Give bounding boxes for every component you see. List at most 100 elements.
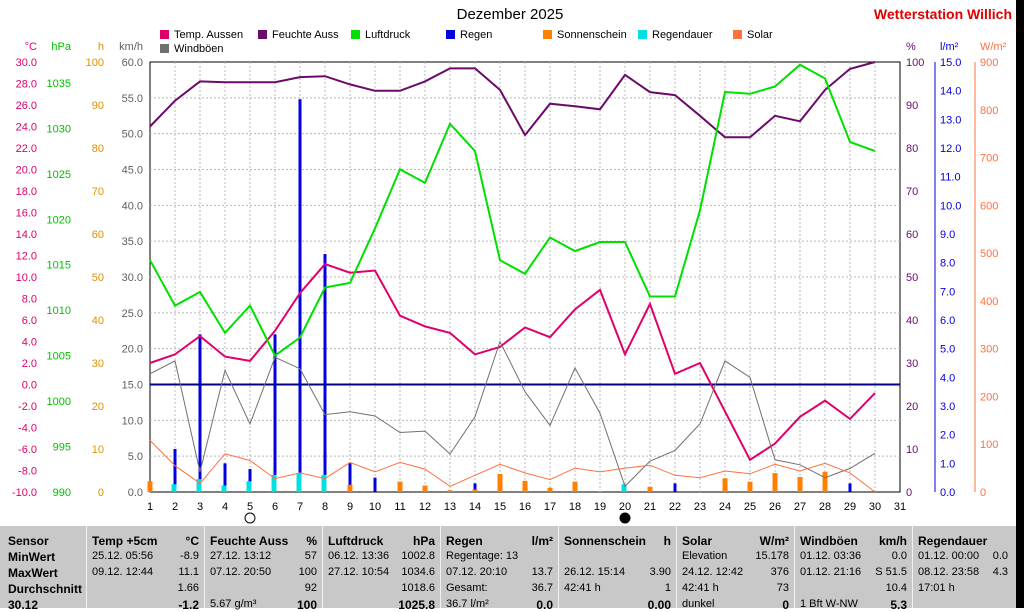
table-cell-value: 36.7 [531,582,553,594]
wind-tick-label: 0.0 [128,487,143,499]
rain-tick-label: 4.0 [940,372,955,384]
solar-tick-label: 600 [980,200,998,212]
table-cell-value: 1002.8 [401,550,435,562]
bar-sonnenschein [772,473,778,492]
wind-tick-label: 15.0 [122,380,143,392]
wind-tick-label: 5.0 [128,451,143,463]
bar-regen [323,254,327,492]
rain-tick-label: 11.0 [940,172,961,184]
table-cell-info: 27.12. 10:54 [328,566,390,578]
table-cell-info: 06.12. 13:36 [328,550,390,562]
wind-tick-label: 55.0 [122,93,143,105]
temp-tick-label: 22.0 [16,143,37,155]
rain-tick-label: 9.0 [940,229,955,241]
legend-label: Regen [460,29,492,41]
bar-sonnenschein [447,490,453,492]
temp-tick-label: 18.0 [16,186,37,198]
solar-tick-label: 500 [980,248,998,260]
legend-swatch [351,30,360,39]
rain-tick-label: 10.0 [940,200,961,212]
table-footer-value: 1025.8 [398,598,435,612]
bar-sonnenschein [797,476,803,492]
table-header-unit: h [663,534,671,548]
table-cell-value: 376 [770,566,789,578]
chart-title: Dezember 2025 [456,6,564,23]
wind-tick-label: 20.0 [122,344,143,356]
humidity-tick-label: 70 [906,186,918,198]
bar-regen [223,463,227,492]
weather-chart: 1 2 3 4 5 6 7 8 9 10 11 12 13 14 15 16 17 18 19 20 21 22 23 24 2… [12,29,1007,524]
wind-tick-label: 45.0 [122,165,143,177]
x-tick-label: 9 [347,501,353,513]
table-cell-info: 01.12. 00:00 [918,550,980,562]
table-cell-info: 25.12. 05:56 [92,550,154,562]
legend-swatch [160,44,169,53]
table-cell-info: 42:41 h [682,582,719,594]
table-cell-info: 07.12. 20:10 [446,566,508,578]
temp-tick-label: 10.0 [16,272,37,284]
bar-sonnenschein [597,491,603,492]
humidity-tick-label: 30 [906,358,918,370]
hours-tick-label: 40 [92,315,104,327]
pressure-axis-unit: hPa [51,41,71,53]
table-header-unit: % [306,534,317,548]
bar-regendauer [246,481,252,492]
temp-tick-label: 0.0 [22,380,37,392]
table-cell-value: 4.3 [992,566,1008,578]
hours-tick-label: 20 [92,401,104,413]
hours-tick-label: 80 [92,143,104,155]
table-column-separator [204,526,205,608]
x-tick-label: 22 [669,501,681,513]
solar-tick-label: 200 [980,391,998,403]
table-footer-value: 0 [782,598,789,612]
x-tick-label: 4 [222,501,228,513]
hours-tick-label: 60 [92,229,104,241]
bar-sonnenschein [472,489,478,492]
x-tick-label: 16 [519,501,531,513]
temp-tick-label: 14.0 [16,229,37,241]
table-footer-value: 100 [296,598,317,612]
bar-sonnenschein [422,485,428,492]
pressure-tick-label: 990 [53,487,71,499]
table-cell-value: 1.66 [177,582,199,594]
pressure-tick-label: 1020 [47,214,71,226]
hours-tick-label: 70 [92,186,104,198]
humidity-tick-label: 100 [906,57,924,69]
table-cell-value: 73 [776,582,789,594]
x-tick-label: 17 [544,501,556,513]
table-footer-value: -1.2 [178,598,199,612]
x-tick-label: 13 [444,501,456,513]
wind-tick-label: 25.0 [122,308,143,320]
hours-tick-label: 90 [92,100,104,112]
rain-tick-label: 1.0 [940,458,955,470]
table-cell-value: 10.4 [885,582,907,594]
table-column-separator [794,526,795,608]
rain-tick-label: 5.0 [940,344,955,356]
wind-tick-label: 50.0 [122,129,143,141]
bar-regendauer [271,474,277,492]
legend-label: Windböen [174,43,224,55]
table-header: Luftdruck [328,534,384,548]
table-header: Solar [682,534,713,548]
legend-swatch [258,30,267,39]
x-tick-label: 19 [594,501,606,513]
table-cell-info: 24.12. 12:42 [682,566,744,578]
bar-sonnenschein [722,478,728,492]
solar-tick-label: 100 [980,439,998,451]
bar-sonnenschein [147,481,153,492]
table-row-label: Durchschnitt [8,582,83,596]
table-header-unit: l/m² [531,534,553,548]
rain-tick-label: 13.0 [940,114,961,126]
table-cell-value: 11.1 [178,566,199,578]
legend-label: Temp. Aussen [174,29,243,41]
rain-tick-label: 8.0 [940,258,955,270]
table-footer-info: 36.7 l/m² [446,598,489,610]
series-line-feuchte-auss [149,61,876,139]
bar-regendauer [196,479,202,492]
solar-axis-unit: W/m² [980,41,1007,53]
table-cell-info: 09.12. 12:44 [92,566,154,578]
temp-tick-label: 6.0 [22,315,37,327]
pressure-tick-label: 1010 [47,305,71,317]
table-cell-info: Regentage: 13 [446,550,519,562]
humidity-axis-unit: % [906,41,916,53]
